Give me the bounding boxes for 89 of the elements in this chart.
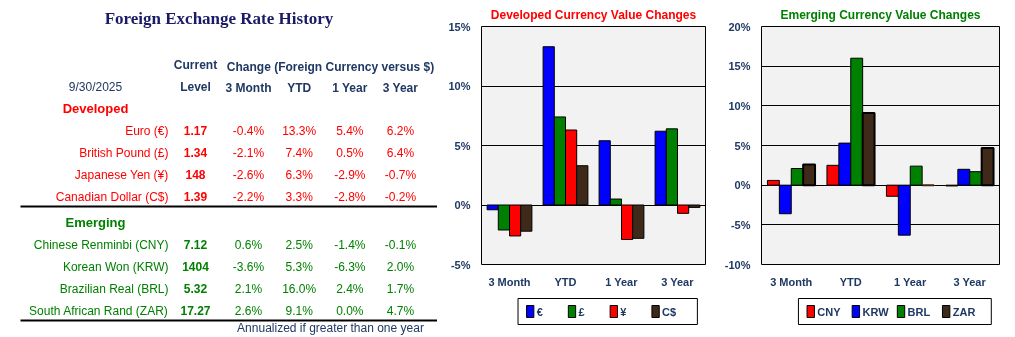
data-label: 7.4% <box>285 145 314 160</box>
legend-label: C$ <box>662 305 677 318</box>
y-tick-label: Japanese Yen (¥) <box>74 167 169 182</box>
data-label: -2.1% <box>232 145 265 160</box>
data-label: 5.32 <box>183 282 208 296</box>
chart-subtitle: 9/30/2025 <box>68 79 123 94</box>
x-tick-label: 1 Year <box>605 275 639 288</box>
y-tick-label: 5% <box>734 139 751 152</box>
legend-label: ¥ <box>620 305 628 318</box>
data-label: 5.3% <box>285 259 314 274</box>
data-label: 16.0% <box>282 281 317 296</box>
legend-label: £ <box>578 305 585 318</box>
data-label: 2.0% <box>386 259 415 274</box>
x-tick-label: 3 Month <box>770 275 813 288</box>
data-label: 7.12 <box>183 238 208 252</box>
y-axis-title: Emerging <box>65 215 126 230</box>
text: CNY <box>817 305 842 318</box>
data-label: -2.6% <box>232 167 265 182</box>
data-label: -0.7% <box>384 167 417 182</box>
data-label: 4.7% <box>386 303 415 318</box>
data-label: -0.2% <box>384 189 417 204</box>
data-label: 6.3% <box>285 167 314 182</box>
x-tick-label: 3 Year <box>953 275 987 288</box>
y-tick-label: -5% <box>730 218 751 231</box>
text: Change (Foreign Currency versus $) <box>226 59 435 74</box>
x-tick-label: 3 Year <box>661 275 695 288</box>
x-tick-label: 3 Year <box>382 80 419 95</box>
data-label: 1.34 <box>183 146 208 160</box>
data-label: 1404 <box>182 260 210 274</box>
x-tick-label: YTD <box>554 275 577 288</box>
legend-label: € <box>536 305 543 318</box>
data-label: -2.2% <box>232 189 265 204</box>
chart-title: Developed Currency Value Changes <box>490 7 697 22</box>
y-tick-label: Canadian Dollar (C$) <box>55 189 169 204</box>
y-tick-label: 15% <box>728 60 751 73</box>
y-tick-label: South African Rand (ZAR) <box>29 303 168 318</box>
data-label: 0.0% <box>336 303 364 318</box>
data-label: -3.6% <box>232 259 265 274</box>
data-label: 1.7% <box>386 281 415 296</box>
y-tick-label: -5% <box>450 258 471 271</box>
y-tick-label: 20% <box>728 20 751 33</box>
y-axis-title: Developed <box>62 101 129 116</box>
x-tick-label: 1 Year <box>332 80 368 95</box>
x-tick-label: YTD <box>839 275 862 288</box>
data-label: 3.3% <box>285 189 314 204</box>
y-tick-label: 15% <box>448 20 471 33</box>
data-label: -2.9% <box>334 167 366 182</box>
y-tick-label: -10% <box>724 258 751 271</box>
x-tick-label: YTD <box>287 80 312 95</box>
legend-label: BRL <box>907 305 931 318</box>
legend-label: KRW <box>862 305 890 318</box>
y-tick-label: 10% <box>448 80 471 92</box>
data-label: 2.1% <box>234 281 263 296</box>
y-tick-label: 0% <box>454 199 471 211</box>
y-tick-label: 5% <box>454 139 471 152</box>
data-label: -6.3% <box>334 259 366 274</box>
x-tick-label: 3 Month <box>225 80 272 95</box>
legend-label: ZAR <box>952 305 976 318</box>
data-label: 1.39 <box>183 190 208 204</box>
data-label: 9.1% <box>285 303 314 318</box>
data-label: 13.3% <box>282 123 317 138</box>
data-label: 5.4% <box>336 123 364 138</box>
y-tick-label: 0% <box>734 179 751 192</box>
chart-title: Foreign Exchange Rate History <box>104 9 334 28</box>
data-label: 2.6% <box>234 303 263 318</box>
y-tick-label: British Pound (£) <box>79 145 169 160</box>
x-tick-label: 1 Year <box>894 275 927 288</box>
y-tick-label: Brazilian Real (BRL) <box>59 281 169 296</box>
data-label: 2.5% <box>285 237 314 252</box>
y-tick-label: Euro (€) <box>125 123 169 138</box>
data-label: 6.4% <box>386 145 415 160</box>
y-tick-label: 10% <box>728 99 751 112</box>
data-label: -2.8% <box>334 189 366 204</box>
data-label: 148 <box>185 168 206 182</box>
y-tick-label: Chinese Renminbi (CNY) <box>33 237 169 252</box>
x-tick-label: 3 Month <box>488 275 531 288</box>
chart-title: Emerging Currency Value Changes <box>780 7 981 22</box>
annotation: Annualized if greater than one year <box>237 320 424 335</box>
data-label: -1.4% <box>334 237 366 252</box>
x-tick-label: Current Level <box>173 58 218 95</box>
data-label: 2.4% <box>336 281 364 296</box>
data-label: 1.17 <box>183 124 208 138</box>
y-tick-label: Korean Won (KRW) <box>62 259 169 274</box>
data-label: -0.4% <box>232 123 265 138</box>
data-label: -0.1% <box>384 237 417 252</box>
data-label: 0.6% <box>234 237 263 252</box>
data-label: 6.2% <box>386 123 415 138</box>
data-label: 0.5% <box>336 145 364 160</box>
data-label: 17.27 <box>180 304 211 318</box>
